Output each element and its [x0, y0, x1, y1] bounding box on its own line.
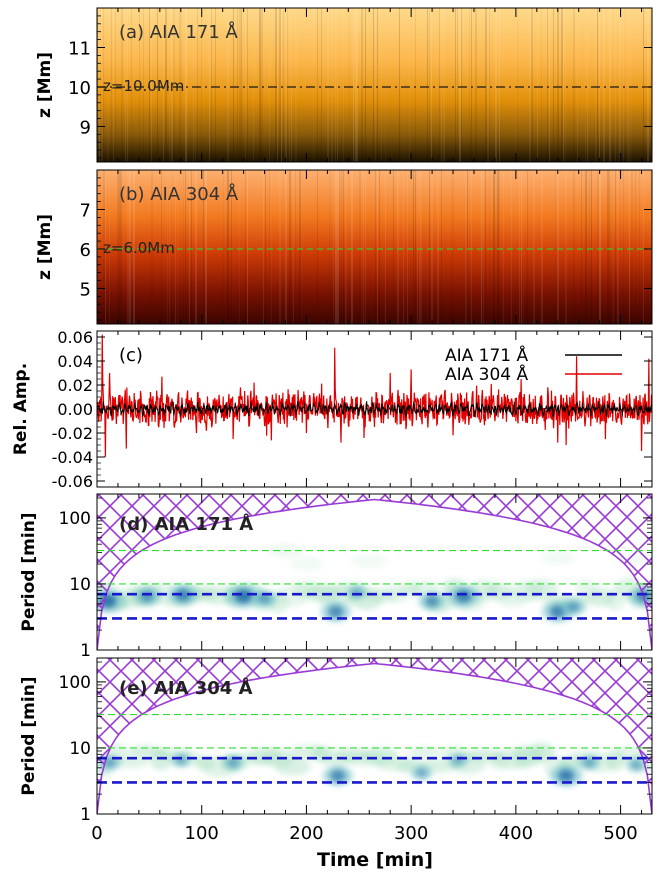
power-blob-core [567, 601, 580, 612]
series-line-aia304 [97, 334, 652, 458]
power-blob-core [330, 769, 346, 782]
panel-e: 1 10 100 Period [min] (e) AIA 304 Å [19, 657, 653, 825]
y-axis-label: Period [min] [19, 512, 39, 631]
y-tick-label: 10 [68, 78, 91, 99]
y-axis-label: z [Mm] [35, 52, 55, 118]
y-axis-label: Rel. Amp. [11, 363, 31, 455]
legend-label: AIA 171 Å [445, 344, 529, 366]
panel-a: z=10.0Mm 9 10 11 z [Mm] (a) AIA 171 Å [35, 7, 653, 163]
y-tick-label: 6 [80, 240, 91, 261]
power-blob-core [258, 593, 271, 604]
wavelet-power [97, 543, 652, 623]
power-blob-core [140, 590, 155, 602]
y-tick-label: 100 [59, 673, 91, 693]
y-tick-label: 10 [69, 739, 91, 759]
y-axis-label: z [Mm] [35, 214, 55, 280]
power-haze [113, 755, 150, 768]
power-blob-core [234, 589, 253, 604]
y-tick-label: 0.00 [57, 400, 93, 419]
cone-of-influence-line [97, 498, 652, 650]
y-tick-label: 1 [80, 805, 91, 825]
panel-d: 1 10 100 Period [min] (d) AIA 171 Å [19, 493, 653, 661]
heatmap-image [97, 8, 652, 162]
x-tick-label: 400 [499, 823, 533, 844]
power-blob-core [103, 757, 116, 768]
power-haze [539, 550, 576, 565]
reference-line-label: z=10.0Mm [103, 77, 184, 95]
panel-c: -0.06 -0.04 -0.02 0.00 0.02 0.04 0.06 Rel. Amp.… [11, 328, 653, 491]
axes-frame [96, 7, 653, 163]
y-tick-label: 9 [80, 117, 91, 138]
y-tick-label: 0.04 [57, 352, 93, 371]
cone-of-influence-hatch [97, 658, 652, 814]
heatmap-streaks [97, 8, 649, 162]
power-blob-core [227, 758, 239, 768]
power-blob-core [425, 595, 439, 607]
cone-of-influence-hatch [97, 494, 652, 650]
x-tick-label: 300 [394, 823, 428, 844]
y-axis-label: Period [min] [19, 676, 39, 795]
y-tick-label: -0.02 [52, 424, 93, 443]
x-tick-label: 100 [185, 823, 219, 844]
power-blob-core [174, 588, 191, 602]
axes-frame [96, 169, 653, 325]
panel-label: (b) AIA 304 Å [119, 183, 239, 205]
axes-frame [96, 493, 653, 651]
y-tick-label: 7 [80, 200, 91, 221]
y-tick-label: 5 [80, 279, 91, 300]
y-tick-label: 0.02 [57, 376, 93, 395]
y-tick-label: -0.06 [52, 472, 93, 491]
heatmap-image [97, 170, 652, 324]
heatmap-streaks [103, 170, 652, 324]
y-tick-label: 10 [69, 575, 91, 595]
power-blob-core [583, 758, 595, 768]
wavelet-power [97, 742, 652, 787]
x-tick-label: 200 [289, 823, 323, 844]
y-tick-label: 0.06 [57, 328, 93, 347]
panel-label: (d) AIA 171 Å [119, 512, 253, 535]
power-blob-core [328, 605, 344, 618]
x-tick-label: 0 [91, 823, 102, 844]
panel-label: (e) AIA 304 Å [119, 676, 253, 699]
power-haze [351, 554, 388, 569]
power-blob-core [416, 768, 428, 778]
x-tick-label: 500 [603, 823, 637, 844]
panel-b: z=6.0Mm 5 6 7 z [Mm] (b) AIA 304 Å [35, 169, 653, 325]
power-haze [288, 557, 325, 572]
panel-label: (a) AIA 171 Å [119, 21, 239, 43]
legend-label: AIA 304 Å [445, 363, 529, 385]
power-blob-core [631, 760, 642, 770]
power-haze [274, 758, 312, 776]
axes-frame [96, 657, 653, 815]
x-axis-label: Time [min] [317, 849, 433, 871]
power-blob-core [557, 769, 575, 783]
power-haze [408, 746, 442, 759]
y-tick-label: 11 [68, 38, 91, 59]
power-blob-core [455, 589, 472, 603]
panel-label: (c) [119, 345, 143, 366]
y-tick-label: 1 [80, 641, 91, 661]
series-line-aia171 [97, 400, 652, 419]
reference-line-label: z=6.0Mm [103, 239, 175, 257]
x-axis: 0 100 200 300 400 500 Time [min] [91, 823, 637, 871]
cone-of-influence-line [97, 662, 652, 814]
y-tick-label: 100 [59, 509, 91, 529]
y-tick-label: -0.04 [52, 448, 93, 467]
